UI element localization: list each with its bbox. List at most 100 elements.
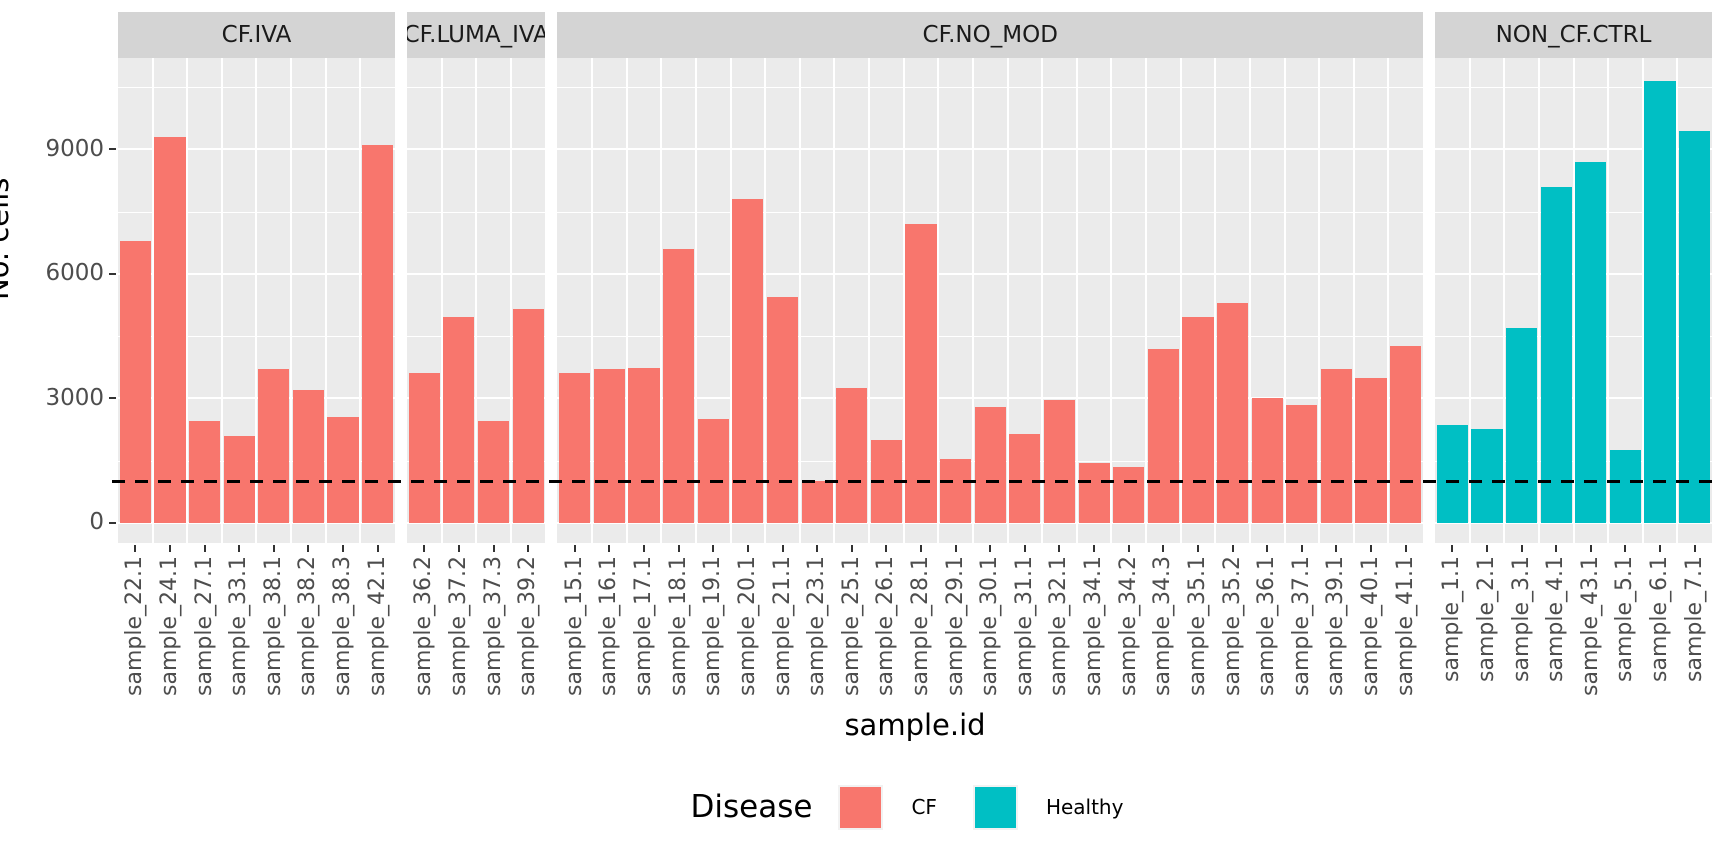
facet-strip: CF.LUMA_IVA — [406, 12, 546, 58]
x-tick-mark — [1451, 545, 1454, 552]
bar-sample_20.1 — [732, 199, 764, 523]
x-tick-label-text: sample_38.2 — [295, 556, 321, 696]
vertical-gridline — [475, 58, 478, 543]
x-tick-mark — [376, 545, 379, 552]
x-tick-label-text: sample_22.1 — [122, 556, 148, 696]
facet-strip: CF.IVA — [118, 12, 395, 58]
x-tick-label-text: sample_19.1 — [700, 556, 726, 696]
bar-sample_17.1 — [628, 368, 660, 523]
vertical-gridline — [937, 58, 940, 543]
x-tick-label-text: sample_5.1 — [1612, 556, 1638, 682]
x-tick-label: sample_34.1 — [1081, 556, 1106, 702]
x-tick-label-text: sample_37.2 — [445, 556, 471, 696]
x-tick-label-text: sample_39.1 — [1323, 556, 1349, 696]
x-tick-label: sample_20.1 — [735, 556, 760, 702]
bar-sample_39.1 — [1320, 369, 1353, 523]
x-tick-label-text: sample_37.1 — [1288, 556, 1314, 696]
legend-title: Disease — [690, 789, 813, 825]
vertical-gridline — [1607, 58, 1610, 543]
x-tick-mark — [1404, 545, 1407, 552]
x-tick-label-text: sample_33.1 — [226, 556, 252, 696]
x-tick-mark — [989, 545, 992, 552]
x-tick-label: sample_38.1 — [261, 556, 286, 702]
facet-panel — [406, 58, 546, 543]
x-tick-label-text: sample_40.1 — [1358, 556, 1384, 696]
vertical-gridline — [1006, 58, 1009, 543]
x-tick-mark — [307, 545, 310, 552]
x-tick-label: sample_34.2 — [1115, 556, 1141, 702]
vertical-gridline — [186, 58, 189, 543]
vertical-gridline — [1248, 58, 1251, 543]
bar-sample_3.1 — [1505, 327, 1538, 523]
x-tick-label-text: sample_27.1 — [191, 556, 217, 696]
x-tick-mark — [1335, 545, 1338, 552]
vertical-gridline — [1075, 58, 1078, 543]
vertical-gridline — [1503, 58, 1506, 543]
minor-gridline — [557, 211, 1423, 213]
x-tick-label: sample_21.1 — [770, 556, 795, 702]
vertical-gridline — [868, 58, 871, 543]
x-tick-label: sample_23.1 — [804, 556, 829, 702]
x-tick-label: sample_39.1 — [1323, 556, 1349, 702]
bar-sample_42.1 — [362, 145, 394, 523]
x-tick-mark — [342, 545, 345, 552]
minor-gridline — [557, 336, 1423, 338]
facet-panel — [557, 58, 1423, 543]
x-tick-label: sample_33.1 — [226, 556, 252, 702]
x-tick-label: sample_42.1 — [365, 556, 390, 702]
vertical-gridline — [902, 58, 905, 543]
x-tick-mark — [781, 545, 784, 552]
bar-sample_35.1 — [1182, 317, 1214, 523]
bar-sample_34.2 — [1113, 466, 1145, 523]
x-tick-label: sample_15.1 — [562, 556, 587, 702]
bar-sample_43.1 — [1575, 161, 1607, 523]
x-tick-label-text: sample_24.1 — [156, 556, 182, 696]
bar-sample_29.1 — [940, 458, 972, 523]
x-tick-label-text: sample_32.1 — [1046, 556, 1072, 696]
x-tick-label: sample_27.1 — [191, 556, 217, 702]
x-tick-label-text: sample_34.3 — [1150, 556, 1176, 696]
x-tick-label: sample_18.1 — [666, 556, 691, 702]
minor-gridline — [557, 87, 1423, 89]
x-tick-mark — [677, 545, 680, 552]
bar-sample_2.1 — [1471, 429, 1503, 523]
x-tick-mark — [1693, 545, 1696, 552]
x-tick-label: sample_30.1 — [977, 556, 1002, 702]
x-tick-label-text: sample_35.1 — [1184, 556, 1210, 696]
vertical-gridline — [151, 58, 154, 543]
x-tick-label-text: sample_6.1 — [1647, 556, 1673, 682]
x-tick-label: sample_36.2 — [411, 556, 436, 702]
x-tick-label-text: sample_37.3 — [480, 556, 506, 696]
x-tick-label: sample_26.1 — [873, 556, 898, 702]
bar-sample_35.2 — [1217, 302, 1249, 523]
vertical-gridline — [1537, 58, 1540, 543]
bar-sample_23.1 — [801, 481, 833, 523]
x-tick-mark — [1266, 545, 1269, 552]
x-tick-mark — [954, 545, 957, 552]
y-tick-mark — [109, 397, 116, 400]
x-tick-label-text: sample_43.1 — [1577, 556, 1603, 696]
vertical-gridline — [1572, 58, 1575, 543]
bar-sample_34.1 — [1078, 462, 1110, 523]
bar-sample_1.1 — [1436, 425, 1468, 523]
x-tick-label-text: sample_3.1 — [1508, 556, 1534, 682]
vertical-gridline — [1641, 58, 1644, 543]
y-tick-mark — [109, 521, 116, 524]
y-tick-label: 3000 — [45, 384, 104, 411]
facet-panel — [1435, 58, 1712, 543]
x-tick-label-text: sample_34.2 — [1115, 556, 1141, 696]
x-tick-label-text: sample_31.1 — [1011, 556, 1037, 696]
legend-swatch-cf-icon — [840, 786, 882, 828]
x-tick-mark — [643, 545, 646, 552]
bar-sample_34.3 — [1147, 348, 1179, 523]
x-tick-label: sample_19.1 — [700, 556, 726, 702]
x-tick-label: sample_25.1 — [839, 556, 864, 702]
bar-sample_38.3 — [327, 417, 359, 523]
x-tick-label-text: sample_4.1 — [1543, 556, 1569, 682]
x-tick-label-text: sample_2.1 — [1473, 556, 1499, 682]
bar-sample_21.1 — [766, 296, 799, 523]
x-tick-label: sample_36.1 — [1254, 556, 1279, 702]
vertical-gridline — [1179, 58, 1182, 543]
bar-sample_37.3 — [477, 421, 510, 523]
legend-label-cf: CF — [911, 795, 937, 819]
